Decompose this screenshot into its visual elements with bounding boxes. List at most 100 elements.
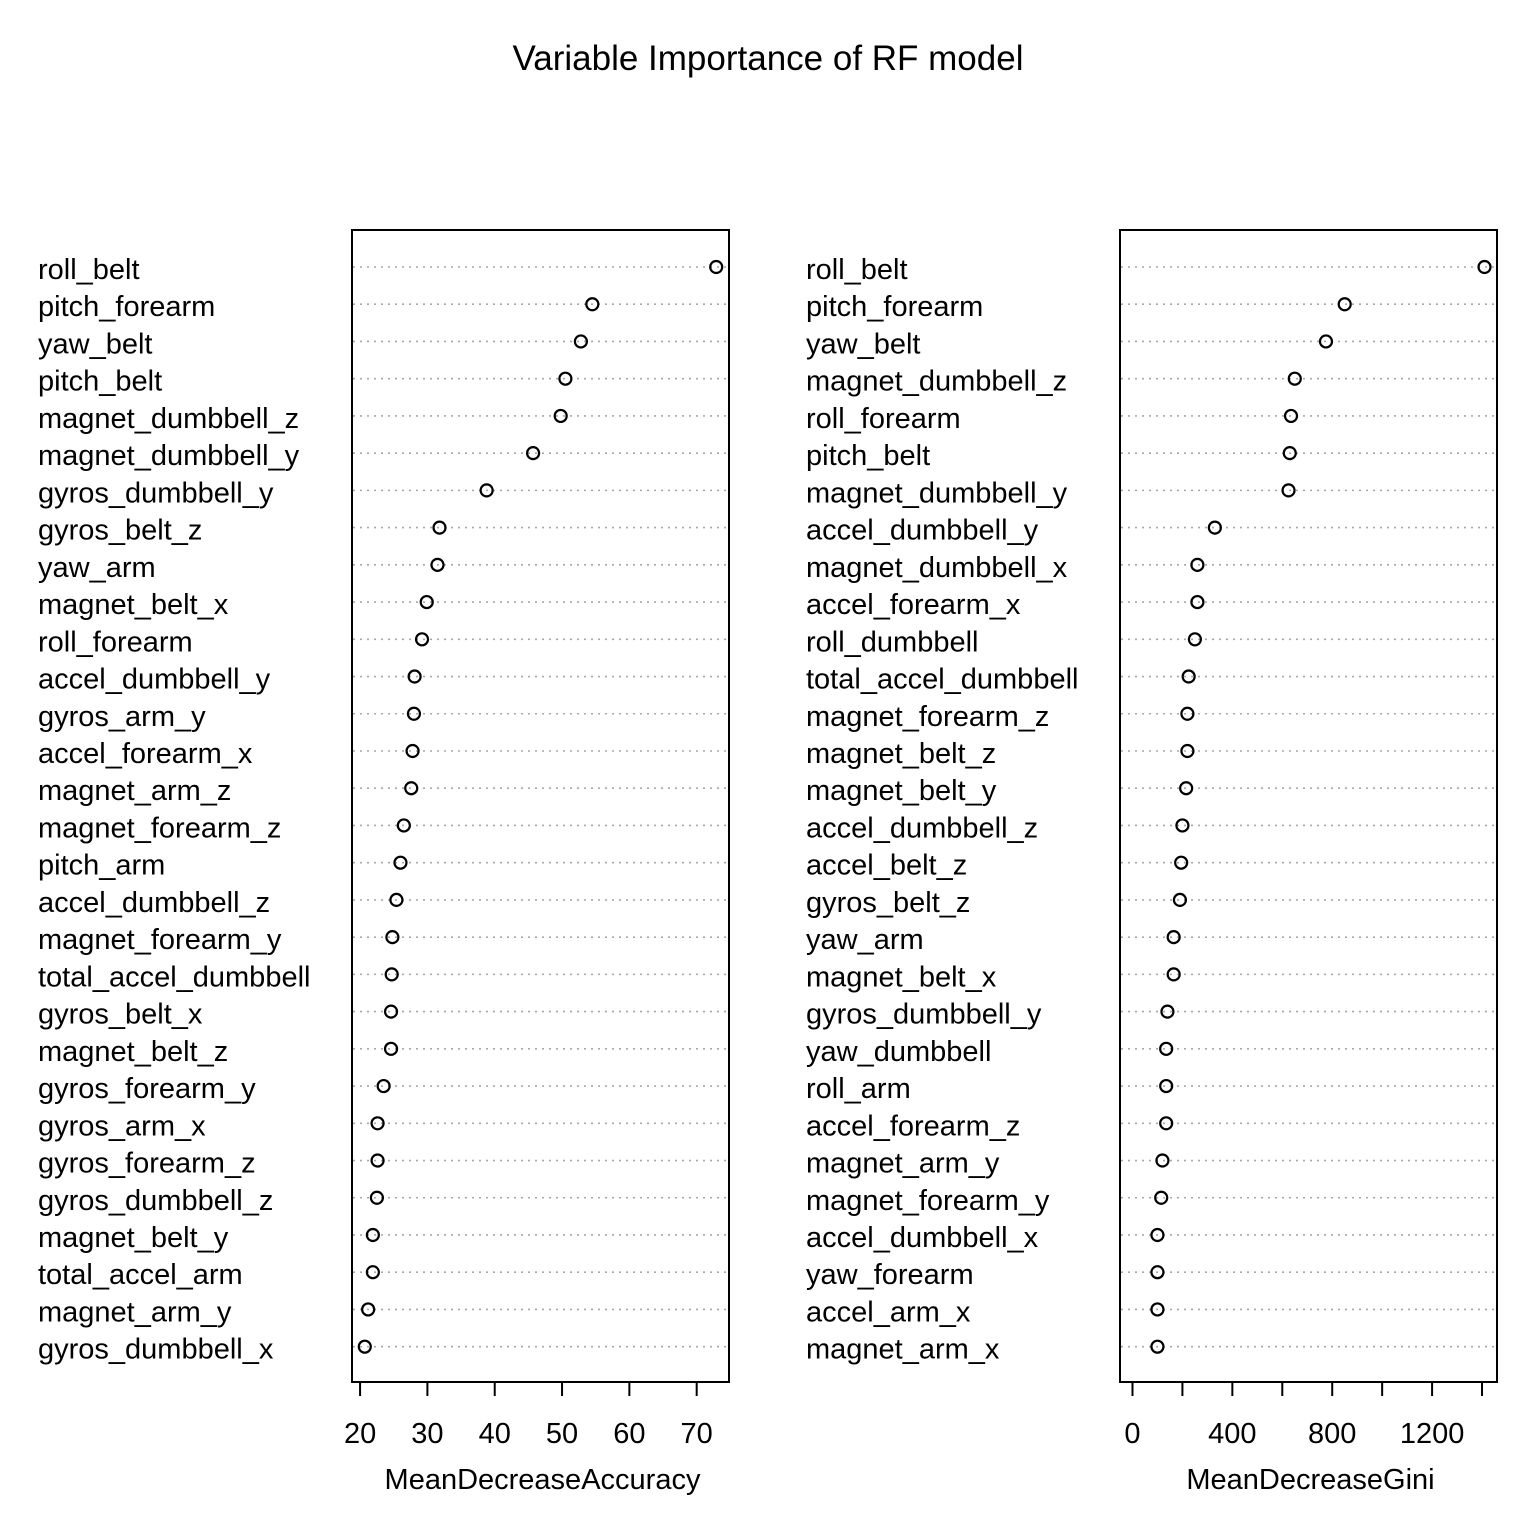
variable-label: gyros_forearm_y [38, 1073, 256, 1105]
variable-label: roll_dumbbell [806, 626, 979, 658]
x-axis-label: MeanDecreaseAccuracy [385, 1464, 701, 1496]
data-point [369, 1190, 385, 1205]
data-point [1159, 1041, 1174, 1056]
data-point [1159, 1078, 1174, 1094]
gini-panel: roll_belt pitch_forearm yaw_belt magnet_dum… [806, 229, 1498, 1496]
data-point [376, 1078, 391, 1094]
data-point [1150, 1302, 1165, 1317]
variable-label: magnet_dumbbell_z [38, 403, 299, 435]
variable-label: magnet_arm_y [806, 1148, 1000, 1180]
x-tick-label: 30 [411, 1418, 443, 1450]
data-point [406, 706, 422, 721]
variable-label: yaw_arm [38, 552, 156, 584]
data-point [479, 483, 494, 498]
variable-label: gyros_belt_x [38, 999, 203, 1031]
variable-label: gyros_arm_x [38, 1110, 206, 1142]
x-tick-label: 60 [613, 1418, 645, 1450]
variable-label: yaw_arm [806, 924, 924, 956]
variable-label: accel_belt_z [806, 850, 967, 882]
variable-label: gyros_dumbbell_x [38, 1334, 274, 1366]
data-point [1150, 1339, 1165, 1354]
data-point [1282, 446, 1297, 461]
variable-label: pitch_forearm [806, 291, 983, 323]
data-point [1337, 297, 1352, 312]
variable-label: magnet_belt_z [806, 738, 996, 770]
variable-label: gyros_belt_z [38, 515, 202, 547]
variable-label: magnet_arm_z [38, 775, 231, 807]
variable-label: magnet_dumbbell_y [806, 477, 1068, 509]
plot-frame [351, 229, 730, 1383]
variable-label: yaw_forearm [806, 1259, 974, 1291]
variable-label: magnet_dumbbell_x [806, 552, 1068, 584]
data-point [1180, 706, 1195, 721]
data-point [1175, 818, 1190, 833]
variable-label: gyros_dumbbell_y [806, 999, 1042, 1031]
variable-label: accel_forearm_x [38, 738, 253, 770]
variable-label: roll_forearm [806, 403, 961, 435]
accuracy-panel: roll_belt pitch_forearm yaw_belt pitch_belt… [38, 229, 730, 1496]
x-tick-label: 50 [546, 1418, 578, 1450]
data-point [407, 669, 422, 684]
variable-label: accel_dumbbell_z [38, 887, 270, 919]
variable-label: magnet_arm_y [38, 1296, 232, 1328]
data-point [361, 1302, 376, 1317]
variable-label: yaw_dumbbell [806, 1036, 991, 1068]
x-tick-label: 1200 [1400, 1418, 1465, 1450]
data-point [385, 930, 400, 945]
data-point [1207, 520, 1222, 535]
chart-title: Variable Importance of RF model [513, 39, 1024, 78]
variable-label: accel_dumbbell_y [38, 664, 271, 696]
variable-label: accel_dumbbell_z [806, 812, 1038, 844]
data-point [1287, 371, 1302, 386]
variable-label: magnet_belt_y [806, 775, 997, 807]
variable-label: roll_arm [806, 1073, 911, 1105]
x-tick-label: 40 [479, 1418, 511, 1450]
data-point [1283, 408, 1299, 424]
data-point [585, 297, 600, 312]
variable-label: yaw_belt [806, 328, 920, 360]
data-point [1166, 930, 1181, 945]
data-point [383, 1004, 399, 1019]
x-tick-label: 70 [681, 1418, 713, 1450]
variable-label: roll_belt [38, 254, 140, 286]
data-point [384, 967, 399, 982]
data-point [1172, 892, 1188, 908]
variable-label: magnet_forearm_z [38, 812, 281, 844]
variable-label: roll_forearm [38, 626, 193, 658]
data-point [1160, 1004, 1175, 1019]
data-point [393, 855, 408, 870]
data-point [404, 781, 419, 796]
x-axis-label: MeanDecreaseGini [1186, 1464, 1434, 1496]
x-tick-label: 800 [1308, 1418, 1356, 1450]
data-point [1477, 259, 1492, 275]
variable-label: magnet_forearm_z [806, 701, 1049, 733]
variable-label: pitch_arm [38, 850, 165, 882]
data-point [365, 1227, 380, 1243]
variable-label: accel_forearm_z [806, 1110, 1020, 1142]
variable-label: magnet_belt_x [38, 589, 229, 621]
variable-label: magnet_forearm_y [38, 924, 282, 956]
data-point [365, 1265, 380, 1280]
data-point [1155, 1153, 1170, 1168]
x-tick-label: 0 [1124, 1418, 1140, 1450]
variable-label: accel_arm_x [806, 1296, 971, 1328]
data-point [525, 446, 541, 461]
x-tick-label: 400 [1208, 1418, 1256, 1450]
variable-label: accel_dumbbell_y [806, 515, 1039, 547]
data-point [1190, 594, 1205, 610]
variable-label: gyros_dumbbell_z [38, 1185, 273, 1217]
plot-frame [1119, 229, 1498, 1383]
data-point [357, 1339, 372, 1354]
data-point [1159, 1116, 1174, 1131]
variable-label: total_accel_arm [38, 1259, 243, 1291]
data-point [1318, 334, 1334, 349]
variable-label: pitch_belt [806, 440, 930, 472]
data-point [370, 1116, 385, 1131]
variable-label: accel_dumbbell_x [806, 1222, 1039, 1254]
variable-label: pitch_belt [38, 366, 162, 398]
x-tick-label: 20 [344, 1418, 376, 1450]
data-point [709, 259, 724, 275]
variable-label: yaw_belt [38, 328, 152, 360]
data-point [1179, 781, 1194, 796]
data-point [1281, 483, 1296, 498]
